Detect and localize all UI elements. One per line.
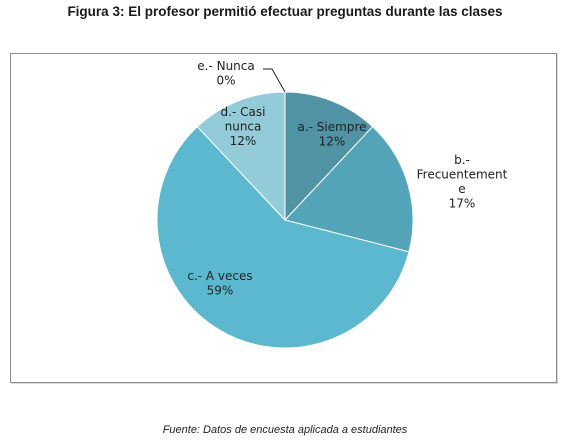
data-label-b-line: 17% <box>449 197 476 211</box>
chart-area: a.- Siempre 12% b.-Frecuentement e 17% c.- A … <box>10 53 557 383</box>
data-label-c-line: c.- A veces <box>187 269 252 283</box>
data-label-b: b.-Frecuentement e 17% <box>417 153 508 211</box>
data-label-d-line: 12% <box>230 134 257 148</box>
data-label-e-line: e.- Nunca <box>197 59 254 73</box>
data-label-c-line: 59% <box>207 284 234 298</box>
pie-chart: a.- Siempre 12%b.-Frecuentement e 17%c.- A … <box>156 59 508 349</box>
pie-slice-d <box>196 91 286 222</box>
data-label-b-line: b.- <box>454 153 470 167</box>
pie-slice-c <box>156 125 410 349</box>
pie-slice-b <box>284 125 414 253</box>
data-label-c: c.- A veces 59% <box>187 269 252 298</box>
figure-title: Figura 3: El profesor permitió efectuar … <box>67 4 503 19</box>
data-label-d-line: nunca <box>225 120 262 134</box>
data-label-a-line: a.- Siempre <box>297 120 366 134</box>
data-label-b-line: e <box>458 182 465 196</box>
data-label-e: e.- Nunca 0% <box>197 59 254 88</box>
data-label-d: d.- Casi nunca 12% <box>221 105 266 148</box>
data-label-e-line: 0% <box>216 74 235 88</box>
pie-slice-a <box>284 91 374 222</box>
data-label-b-line: Frecuentement <box>417 168 508 182</box>
data-label-d-line: d.- Casi <box>221 105 266 119</box>
leader-line-e <box>263 68 286 93</box>
source-note: Fuente: Datos de encuesta aplicada a est… <box>162 424 408 436</box>
data-label-a: a.- Siempre 12% <box>297 120 366 149</box>
data-label-a-line: 12% <box>319 135 346 149</box>
